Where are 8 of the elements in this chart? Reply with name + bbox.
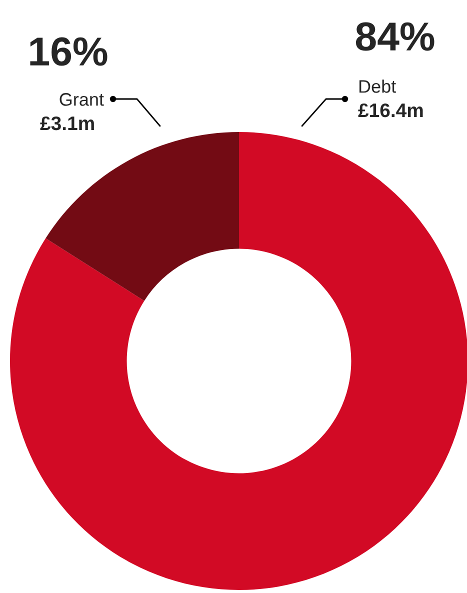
slice-label: Debt [359, 80, 396, 93]
data-label: 84% [356, 22, 434, 51]
data-label: 16% [30, 37, 108, 66]
text: £16.4m [358, 103, 423, 118]
donut-slice [46, 132, 239, 301]
slice-label: Grant [60, 93, 104, 106]
donut-slice [10, 132, 467, 590]
text: £3.1m [40, 116, 94, 130]
